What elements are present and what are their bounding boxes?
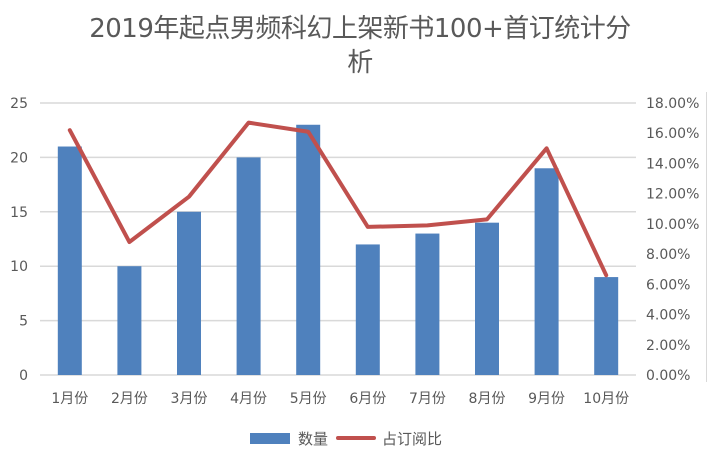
bar (355, 244, 380, 375)
line-path (67, 120, 609, 278)
left-axis-tick: 15 (10, 205, 28, 221)
bar (475, 222, 499, 375)
legend-bar-label: 数量 (298, 429, 329, 448)
legend: 数量 占订阅比 (250, 428, 442, 448)
x-axis-tick: 2月份 (111, 391, 148, 407)
x-axis-tick: 8月份 (469, 391, 506, 407)
chart-title-line-1: 2019年起点男频科幻上架新书100+首订统计分 (89, 14, 631, 44)
x-axis-tick: 4月份 (230, 391, 267, 407)
right-axis-tick: 12.00% (646, 187, 699, 203)
left-axis-tick: 20 (10, 150, 28, 166)
x-axis-tick: 10月份 (583, 391, 629, 407)
right-axis-tick: 10.00% (646, 217, 699, 233)
bar (57, 146, 82, 375)
chart-title-line-2: 析 (347, 48, 373, 78)
legend-line-swatch (336, 436, 377, 440)
right-axis-tick: 2.00% (646, 338, 690, 354)
bar (117, 266, 142, 375)
right-axis-tick: 14.00% (646, 156, 699, 172)
bar (534, 168, 559, 375)
line-series (67, 120, 609, 278)
bar-series (57, 124, 619, 375)
left-axis-tick: 25 (10, 96, 28, 112)
bar (296, 124, 321, 375)
bar (415, 233, 440, 375)
left-axis-tick: 10 (10, 259, 28, 275)
chart-title: 2019年起点男频科幻上架新书100+首订统计分 析 (60, 12, 660, 80)
bar (177, 211, 201, 375)
x-axis-tick: 3月份 (171, 391, 208, 407)
right-axis-tick: 0.00% (646, 368, 690, 384)
chart-border-edge (706, 92, 707, 382)
bar (236, 157, 261, 375)
right-axis-tick: 16.00% (646, 126, 699, 142)
left-axis-tick: 0 (19, 368, 28, 384)
right-axis-tick: 8.00% (646, 247, 690, 263)
left-axis-ticks: 0 5 10 15 20 25 (10, 96, 28, 384)
legend-line-label: 占订阅比 (382, 429, 443, 448)
x-axis-tick: 9月份 (528, 391, 565, 407)
right-axis-tick: 4.00% (646, 308, 690, 324)
right-axis-ticks: 0.00% 2.00% 4.00% 6.00% 8.00% 10.00% 12.00% 14.… (646, 96, 699, 384)
x-axis-tick: 6月份 (349, 391, 386, 407)
legend-bar-swatch (250, 432, 290, 444)
x-axis-tick: 7月份 (409, 391, 446, 407)
left-axis-tick: 5 (19, 314, 28, 330)
x-axis-tick: 5月份 (290, 391, 327, 407)
bar (594, 277, 619, 375)
x-axis-ticks: 1月份 2月份 3月份 4月份 5月份 6月份 7月份 8月份 9月份 10月份 (51, 391, 629, 407)
x-axis-tick: 1月份 (51, 391, 88, 407)
right-axis-tick: 18.00% (646, 96, 699, 112)
right-axis-tick: 6.00% (646, 277, 690, 293)
